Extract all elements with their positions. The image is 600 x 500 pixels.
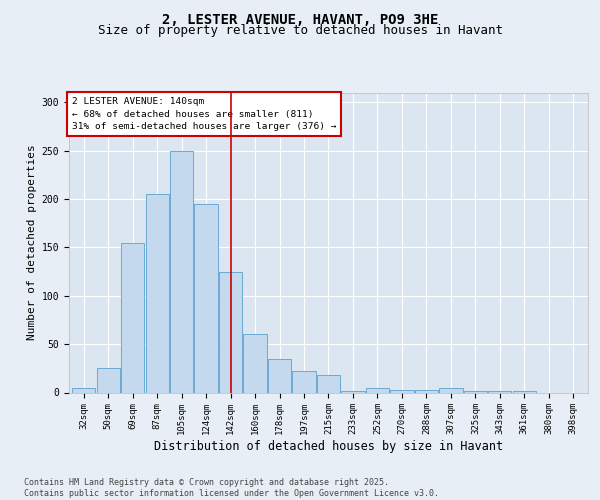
Bar [244,334,266,392]
Bar [170,150,193,392]
Bar [341,390,365,392]
Bar [391,390,413,392]
Bar [219,272,242,392]
Text: Size of property relative to detached houses in Havant: Size of property relative to detached ho… [97,24,503,37]
Bar [317,375,340,392]
Bar [97,368,120,392]
Bar [439,388,463,392]
Text: 2 LESTER AVENUE: 140sqm
← 68% of detached houses are smaller (811)
31% of semi-d: 2 LESTER AVENUE: 140sqm ← 68% of detache… [71,97,336,131]
Bar [194,204,218,392]
Text: 2, LESTER AVENUE, HAVANT, PO9 3HE: 2, LESTER AVENUE, HAVANT, PO9 3HE [162,12,438,26]
Bar [488,390,511,392]
Bar [292,371,316,392]
Y-axis label: Number of detached properties: Number of detached properties [28,144,37,340]
Bar [121,242,144,392]
X-axis label: Distribution of detached houses by size in Havant: Distribution of detached houses by size … [154,440,503,453]
Text: Contains HM Land Registry data © Crown copyright and database right 2025.
Contai: Contains HM Land Registry data © Crown c… [24,478,439,498]
Bar [464,390,487,392]
Bar [268,358,291,392]
Bar [72,388,95,392]
Bar [415,390,438,392]
Bar [366,388,389,392]
Bar [513,390,536,392]
Bar [146,194,169,392]
